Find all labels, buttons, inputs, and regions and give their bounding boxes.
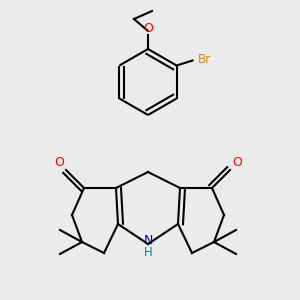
Text: N: N <box>143 233 153 247</box>
Text: H: H <box>144 247 152 260</box>
Text: O: O <box>232 155 242 169</box>
Text: O: O <box>54 155 64 169</box>
Text: Br: Br <box>198 53 211 66</box>
Text: O: O <box>143 22 153 35</box>
